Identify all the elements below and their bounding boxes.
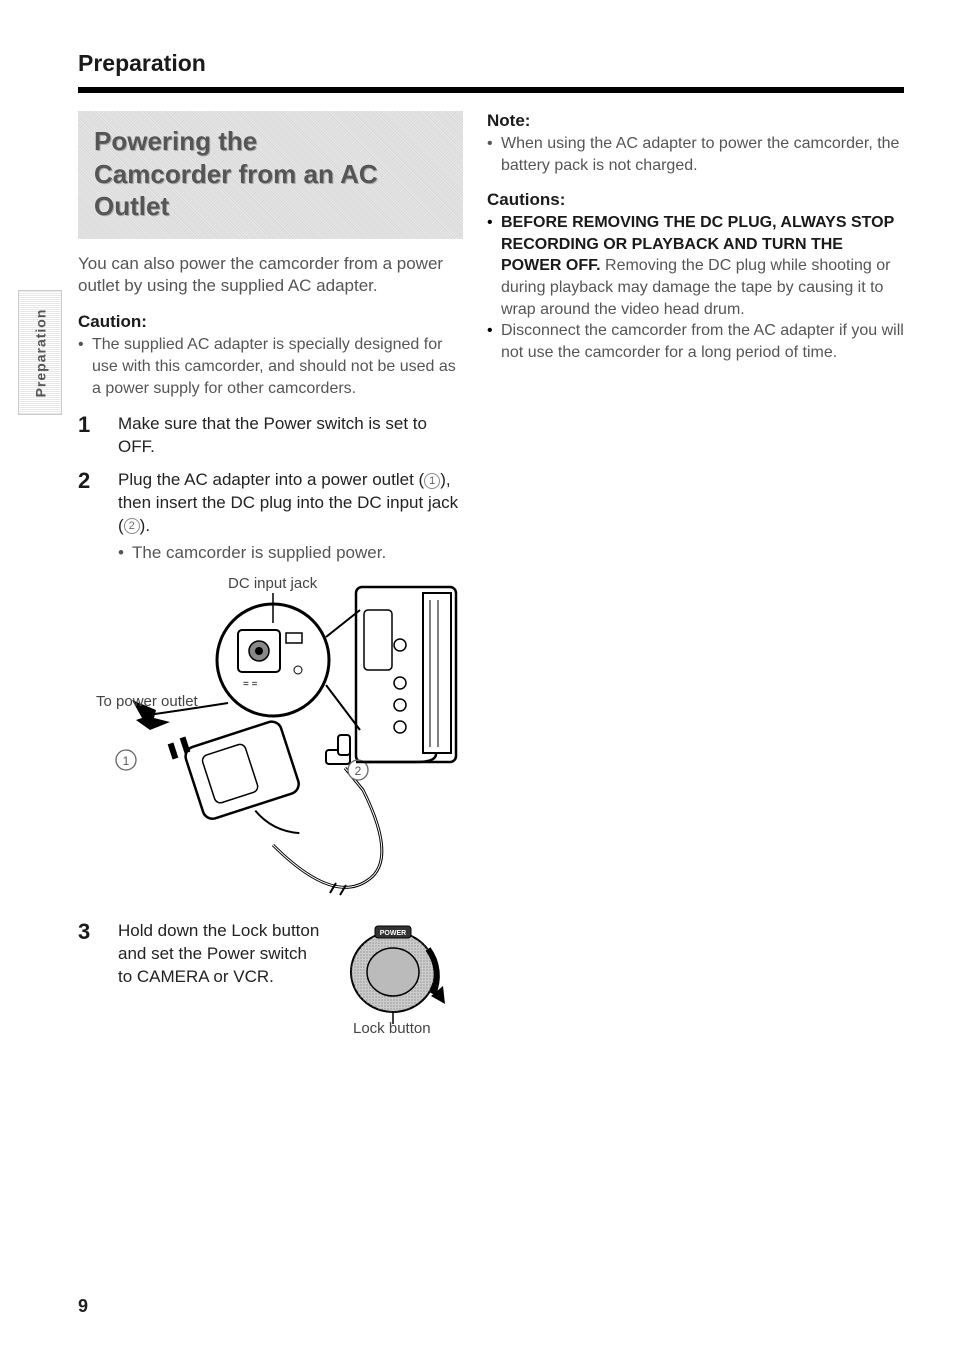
- label-power-outlet: To power outlet: [96, 693, 198, 710]
- circle-2-icon: 2: [124, 518, 140, 534]
- step2-sub: The camcorder is supplied power.: [118, 542, 463, 565]
- note-list: When using the AC adapter to power the c…: [487, 133, 904, 176]
- svg-text:1: 1: [123, 754, 130, 768]
- section-title-box: Powering the Camcorder from an AC Outlet: [78, 111, 463, 239]
- step-1: 1 Make sure that the Power switch is set…: [78, 413, 463, 459]
- intro-text: You can also power the camcorder from a …: [78, 253, 463, 299]
- diagram-power-dial: POWER Lock button: [333, 924, 463, 1034]
- label-lock-button: Lock button: [353, 1019, 431, 1039]
- right-column: Note: When using the AC adapter to power…: [487, 111, 904, 1044]
- circle-1-icon: 1: [424, 473, 440, 489]
- section-title-1: Powering the: [94, 125, 447, 158]
- svg-text:= =: = =: [243, 679, 258, 690]
- note-heading: Note:: [487, 111, 904, 131]
- svg-text:2: 2: [355, 764, 362, 778]
- step-text: Make sure that the Power switch is set t…: [118, 413, 463, 459]
- step-text: Hold down the Lock button and set the Po…: [118, 920, 463, 1034]
- caution-item-2: Disconnect the camcorder from the AC ada…: [487, 320, 904, 363]
- step-number: 2: [78, 469, 100, 565]
- cautions-heading: Cautions:: [487, 190, 904, 210]
- note-item: When using the AC adapter to power the c…: [487, 133, 904, 176]
- step-text: Plug the AC adapter into a power outlet …: [118, 469, 463, 565]
- page-header: Preparation: [78, 50, 904, 77]
- diagram-svg: = =: [78, 575, 463, 910]
- diagram-ac-adapter: DC input jack To power outlet: [78, 575, 463, 910]
- caution-heading: Caution:: [78, 312, 463, 332]
- header-rule: [78, 87, 904, 93]
- section-title-2: Camcorder from an AC: [94, 158, 447, 191]
- label-dc-jack: DC input jack: [228, 575, 317, 592]
- caution-list: The supplied AC adapter is specially des…: [78, 334, 463, 399]
- cautions-list: BEFORE REMOVING THE DC PLUG, ALWAYS STOP…: [487, 212, 904, 363]
- svg-text:POWER: POWER: [380, 930, 406, 937]
- side-tab: Preparation: [18, 290, 62, 415]
- page-number: 9: [78, 1296, 88, 1317]
- step2-a: Plug the AC adapter into a power outlet …: [118, 470, 424, 489]
- left-column: Powering the Camcorder from an AC Outlet…: [78, 111, 463, 1044]
- section-title-3: Outlet: [94, 190, 447, 223]
- step2-c: ).: [140, 516, 150, 535]
- side-tab-label: Preparation: [32, 308, 48, 397]
- step-number: 1: [78, 413, 100, 459]
- step3-text: Hold down the Lock button and set the Po…: [118, 920, 323, 1034]
- caution-item: The supplied AC adapter is specially des…: [78, 334, 463, 399]
- step-number: 3: [78, 920, 100, 1034]
- step-3: 3 Hold down the Lock button and set the …: [78, 920, 463, 1034]
- caution-item-1: BEFORE REMOVING THE DC PLUG, ALWAYS STOP…: [487, 212, 904, 320]
- step-2: 2 Plug the AC adapter into a power outle…: [78, 469, 463, 565]
